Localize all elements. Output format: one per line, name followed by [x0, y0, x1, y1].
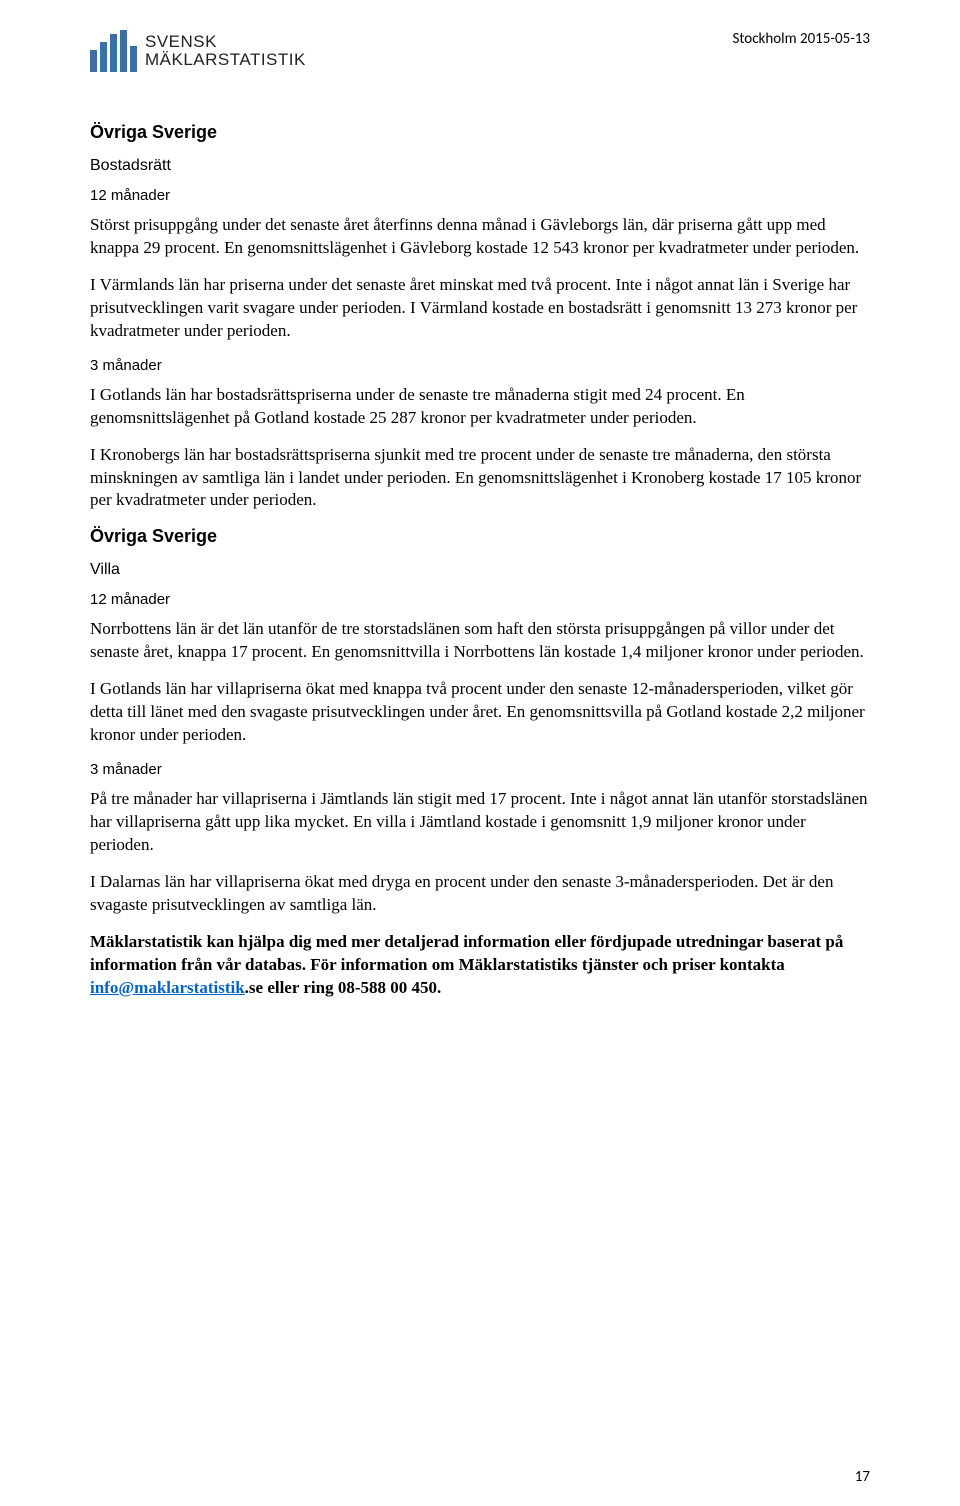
section2-3m-label: 3 månader	[90, 761, 870, 778]
section2-3m-para1: På tre månader har villapriserna i Jämtl…	[90, 788, 870, 857]
section1-3m-label: 3 månader	[90, 357, 870, 374]
section1-12m-para2: I Värmlands län har priserna under det s…	[90, 274, 870, 343]
logo-line2: MÄKLARSTATISTIK	[145, 51, 306, 69]
footer-cta: Mäklarstatistik kan hjälpa dig med mer d…	[90, 931, 870, 1000]
page-header: SVENSK MÄKLARSTATISTIK Stockholm 2015-05…	[90, 30, 870, 72]
section1-12m-label: 12 månader	[90, 187, 870, 204]
email-link[interactable]: info@maklarstatistik	[90, 978, 245, 997]
footer-cta-after: .se eller ring 08-588 00 450.	[245, 978, 442, 997]
section1-3m-para1: I Gotlands län har bostadsrättspriserna …	[90, 384, 870, 430]
section1-title: Övriga Sverige	[90, 122, 870, 143]
logo-bars-icon	[90, 30, 137, 72]
section2-subtitle: Villa	[90, 561, 870, 579]
section1-12m-para1: Störst prisuppgång under det senaste åre…	[90, 214, 870, 260]
section2-3m-para2: I Dalarnas län har villapriserna ökat me…	[90, 871, 870, 917]
page-number: 17	[855, 1468, 870, 1486]
logo-text: SVENSK MÄKLARSTATISTIK	[145, 33, 306, 69]
logo: SVENSK MÄKLARSTATISTIK	[90, 30, 306, 72]
section1-3m-para2: I Kronobergs län har bostadsrättsprisern…	[90, 444, 870, 513]
section2-12m-label: 12 månader	[90, 591, 870, 608]
section2-title: Övriga Sverige	[90, 526, 870, 547]
section2-12m-para2: I Gotlands län har villapriserna ökat me…	[90, 678, 870, 747]
logo-line1: SVENSK	[145, 33, 306, 51]
footer-cta-before: Mäklarstatistik kan hjälpa dig med mer d…	[90, 932, 843, 974]
document-date: Stockholm 2015-05-13	[733, 30, 870, 48]
section2-12m-para1: Norrbottens län är det län utanför de tr…	[90, 618, 870, 664]
section1-subtitle: Bostadsrätt	[90, 157, 870, 175]
